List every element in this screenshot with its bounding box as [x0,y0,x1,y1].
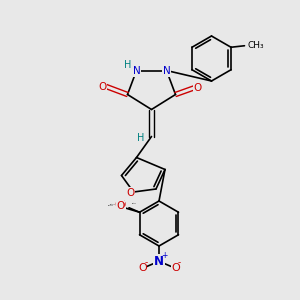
Text: -: - [145,258,148,267]
Text: O: O [138,263,147,273]
Text: methyl2: methyl2 [108,204,114,206]
Text: methyl: methyl [131,202,136,204]
Text: N: N [133,67,140,76]
Text: H: H [137,133,145,143]
Text: O: O [171,263,180,273]
Text: O: O [194,83,202,93]
Text: H: H [124,60,132,70]
Text: CH₃: CH₃ [248,41,264,50]
Text: O: O [116,201,124,211]
Text: methoxy: methoxy [110,204,116,206]
Text: N: N [154,255,164,268]
Text: O: O [117,201,125,211]
Text: O: O [117,200,126,210]
Text: +: + [161,250,167,260]
Text: O: O [115,200,123,210]
Text: O: O [98,82,106,92]
Text: O: O [126,188,135,198]
Text: -: - [178,258,181,267]
Text: N: N [163,67,170,76]
Text: N: N [154,254,164,268]
